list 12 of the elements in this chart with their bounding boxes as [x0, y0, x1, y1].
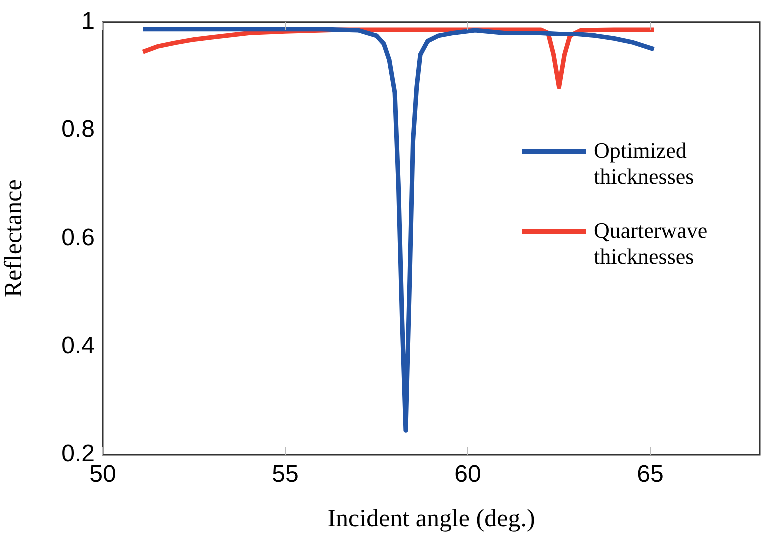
x-tick-label: 60: [454, 461, 482, 488]
legend-label: Quarterwave thicknesses: [594, 218, 709, 270]
y-axis-title: Reflectance: [0, 180, 28, 298]
x-tick-label: 65: [637, 461, 664, 488]
y-tick-label: 0.4: [62, 332, 95, 360]
y-tick-label: 0.6: [62, 224, 95, 252]
x-tick-label: 50: [90, 461, 116, 488]
x-tick-label: 55: [272, 461, 299, 488]
y-tick-label: 0.8: [62, 116, 95, 144]
legend-label: Optimized thicknesses: [594, 138, 696, 190]
x-axis-title: Incident angle (deg.): [328, 506, 536, 533]
y-tick-label: 1: [82, 8, 95, 36]
